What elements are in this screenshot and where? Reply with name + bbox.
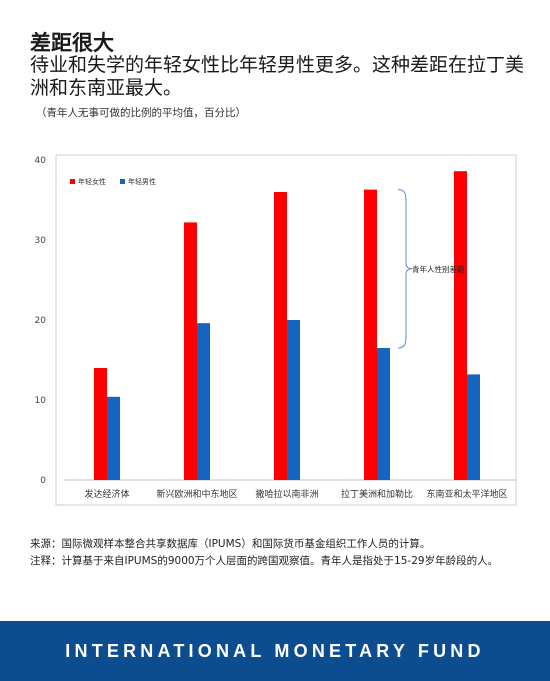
legend-label: 年轻女性 [78, 177, 106, 186]
footnote: 注释：计算基于来自IPUMS的9000万个人层面的跨国观察值。青年人是指处于15… [30, 555, 499, 567]
plot-frame [55, 154, 517, 506]
legend-label: 年轻男性 [128, 177, 156, 186]
org-name: INTERNATIONAL MONETARY FUND [65, 640, 485, 661]
y-tick-label: 30 [35, 236, 47, 246]
gender-gap-annotation: 青年人性别差距 [397, 189, 465, 349]
gap-bracket [397, 189, 413, 349]
x-tick-label: 新兴欧洲和中东地区 [156, 488, 237, 500]
x-tick-label: 东南亚和太平洋地区 [426, 488, 507, 500]
legend-swatch [70, 179, 75, 184]
bar-young-men [467, 374, 480, 480]
legend-swatch [120, 179, 125, 184]
bar-chart: 0 10 20 30 40 发达经济体 新兴欧洲和中东地区 撒哈拉以南非洲 拉丁美洲和加勒比 东… [35, 154, 517, 506]
y-tick-label: 10 [35, 396, 47, 406]
subheadline: 待业和失学的年轻女性比年轻男性更多。这种差距在拉丁美洲和东南亚最大。 [30, 54, 525, 99]
legend: 年轻女性 年轻男性 [70, 177, 156, 186]
bar-young-women [454, 171, 467, 480]
notes: 来源：国际微观样本整合共享数据库（IPUMS）和国际货币基金组织工作人员的计算。… [30, 536, 525, 570]
bar-young-men [287, 320, 300, 480]
bar-young-women [364, 189, 377, 480]
bar-young-women [274, 192, 287, 480]
y-tick-label: 20 [35, 316, 47, 326]
bar-young-men [107, 396, 120, 480]
bars [94, 171, 480, 480]
bar-young-women [184, 222, 197, 480]
x-tick-label: 发达经济体 [84, 488, 129, 500]
bar-young-men [197, 323, 210, 480]
headline: 差距很大 [30, 31, 114, 55]
unit-note: （青年人无事可做的比例的平均值，百分比） [36, 107, 246, 119]
x-tick-label: 拉丁美洲和加勒比 [341, 488, 413, 500]
bar-young-men [377, 348, 390, 480]
source-note: 来源：国际微观样本整合共享数据库（IPUMS）和国际货币基金组织工作人员的计算。 [30, 538, 431, 550]
y-tick-label: 40 [35, 156, 47, 166]
gap-label: 青年人性别差距 [412, 264, 465, 274]
y-tick-label: 0 [40, 476, 46, 486]
bar-young-women [94, 368, 107, 480]
x-axis-labels: 发达经济体 新兴欧洲和中东地区 撒哈拉以南非洲 拉丁美洲和加勒比 东南亚和太平洋地区 [84, 488, 507, 500]
x-tick-label: 撒哈拉以南非洲 [255, 488, 318, 500]
footer-banner: INTERNATIONAL MONETARY FUND [0, 621, 550, 681]
